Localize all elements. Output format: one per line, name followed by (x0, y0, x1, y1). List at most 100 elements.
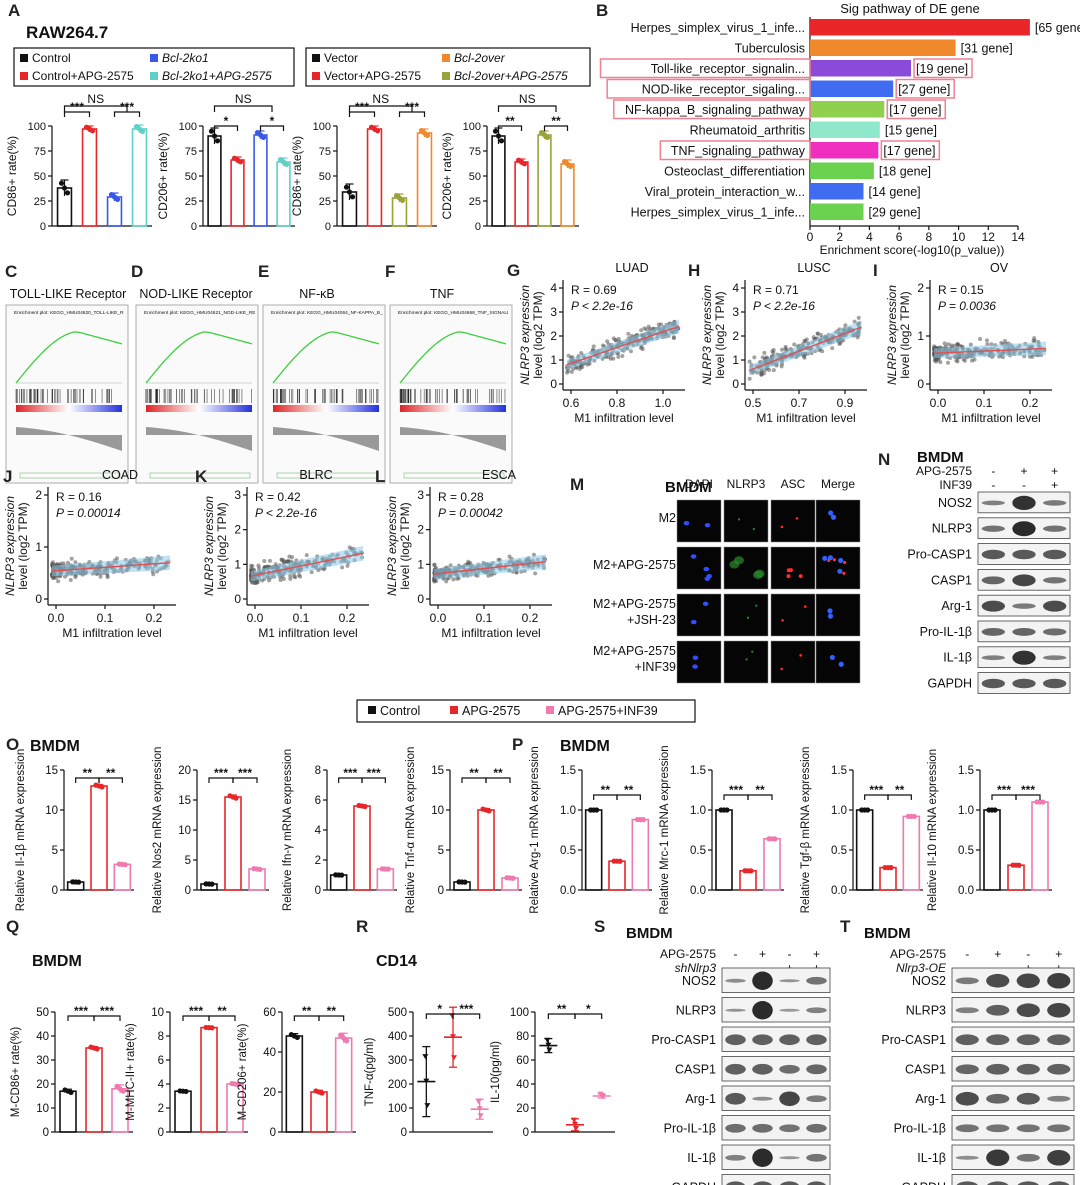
lane-sign: - (1026, 947, 1030, 961)
y-tick-label: 3 (417, 488, 424, 502)
pathway-name: NOD-like_receptor_sigaling... (642, 83, 805, 97)
data-point (237, 159, 244, 165)
legend-entry: Bcl-2ko1 (162, 51, 209, 65)
significance-label: *** (355, 100, 369, 114)
significance-label: *** (189, 1004, 203, 1018)
protein-band (726, 1181, 745, 1185)
panel-label-d: D (131, 262, 143, 281)
protein-band (981, 655, 1005, 661)
enrichment-curve (272, 331, 380, 384)
bar (131, 128, 148, 227)
data-point (298, 574, 303, 579)
data-point (594, 807, 600, 813)
data-point (626, 331, 631, 336)
protein-band (1048, 1181, 1070, 1185)
y-tick-label: 1.5 (831, 765, 847, 777)
data-point (978, 336, 983, 341)
data-point (495, 133, 502, 139)
y-tick-label: 0 (917, 377, 924, 391)
y-axis-label: NLRP3 expression (202, 496, 216, 596)
data-point (450, 1034, 456, 1040)
gsea-title: TNF (430, 287, 455, 301)
correlation-r: R = 0.69 (571, 283, 617, 297)
significance-label: *** (1021, 783, 1035, 797)
band-label: NLRP3 (676, 1003, 716, 1017)
significance-label: ** (601, 783, 611, 797)
y-tick-label: 1.0 (560, 805, 576, 817)
data-point (865, 807, 871, 813)
y-axis-label: IL-10(pg/ml) (490, 1041, 502, 1103)
bar (560, 163, 575, 227)
y-tick-label: 5 (52, 845, 58, 857)
band-label: Arg-1 (915, 1092, 946, 1106)
y-tick-label: 30 (36, 1055, 49, 1067)
y-tick-label: 25 (469, 196, 481, 208)
x-axis-label: Enrichment score(-log10(p_value)) (820, 243, 1005, 257)
x-tick-label: 6 (896, 230, 903, 244)
y-tick-label: 1 (35, 540, 42, 554)
y-tick-label: 50 (185, 171, 197, 183)
data-point (292, 574, 297, 579)
bar (514, 161, 529, 227)
y-tick-label: 0.5 (831, 845, 847, 857)
significance-label: NS (372, 92, 389, 106)
data-point (820, 349, 825, 354)
data-point (771, 368, 776, 373)
nucleus (692, 655, 699, 660)
treatment-label: APG-2575 (916, 464, 972, 478)
protein-band (955, 1064, 979, 1075)
data-point (260, 578, 265, 583)
lane-sign: - (734, 947, 738, 961)
y-tick-label: 6 (315, 795, 321, 807)
lane-sign: + (1055, 947, 1062, 961)
data-point (290, 555, 295, 560)
panel-label-i: I (873, 261, 878, 280)
data-point (432, 578, 437, 583)
x-axis-label: M1 infiltration level (574, 411, 673, 425)
pathway-bar (810, 101, 885, 118)
bar (739, 869, 757, 891)
scatter-title: ESCA (482, 468, 517, 482)
y-axis-label: CD86+ rate(%) (5, 136, 19, 216)
protein-band (981, 525, 1005, 532)
panel-label-b: B (596, 1, 608, 20)
pathway-bar (810, 19, 1030, 36)
band-label: Pro-CASP1 (907, 548, 972, 562)
nucleus (690, 619, 697, 625)
y-axis-label: level (log2 TPM) (713, 291, 727, 378)
data-point (911, 813, 917, 820)
data-point (946, 342, 951, 347)
data-point (545, 1042, 552, 1048)
data-point (942, 341, 947, 346)
significance-bracket (485, 777, 511, 783)
ranked-metric (146, 427, 252, 451)
significance-bracket (398, 111, 426, 117)
protein-band (1016, 1003, 1040, 1018)
bar (276, 161, 291, 227)
scatter-title: OV (990, 261, 1009, 275)
band-label: NLRP3 (906, 1003, 946, 1017)
y-tick-label: 20 (36, 1079, 49, 1091)
protein-band (1016, 1124, 1040, 1133)
lane-sign: + (813, 947, 820, 961)
data-point (51, 575, 56, 580)
y-tick-label: 1.5 (560, 765, 576, 777)
scatter-plot-k: BLRC 0 1 2 3 0.0 0.1 0.2 R = 0.42 P < 2.2e-16 NLRP… (202, 468, 369, 640)
protein-band (1043, 500, 1067, 506)
data-point (599, 1094, 606, 1100)
y-axis-label: M-CD86+ rate(%) (10, 1027, 22, 1118)
protein-band (1043, 549, 1067, 560)
y-tick-label: 1.0 (690, 805, 706, 817)
y-tick-label: 0 (325, 221, 331, 233)
x-tick-label: 0.6 (563, 396, 580, 410)
data-point (531, 552, 536, 557)
micrograph (676, 546, 722, 590)
y-tick-label: 100 (510, 1007, 529, 1019)
panel-title: BMDM (32, 953, 82, 970)
data-point (211, 133, 218, 139)
x-tick-label: 0.1 (293, 611, 310, 625)
significance-bracket (93, 1015, 121, 1021)
row-label: M2+APG-2575 (593, 558, 676, 572)
data-point (73, 560, 78, 565)
band-label: NOS2 (938, 496, 972, 510)
